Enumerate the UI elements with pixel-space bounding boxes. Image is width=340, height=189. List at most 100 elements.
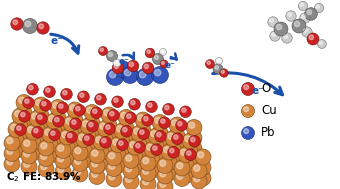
Circle shape xyxy=(89,147,105,163)
Circle shape xyxy=(93,134,109,150)
Circle shape xyxy=(198,162,204,168)
Circle shape xyxy=(143,168,149,174)
Circle shape xyxy=(161,165,177,181)
Circle shape xyxy=(182,108,186,112)
Circle shape xyxy=(118,130,134,146)
Circle shape xyxy=(97,95,101,100)
Circle shape xyxy=(78,91,89,103)
Circle shape xyxy=(83,131,89,137)
Circle shape xyxy=(23,97,34,108)
Circle shape xyxy=(25,135,41,150)
Circle shape xyxy=(305,8,317,20)
Circle shape xyxy=(160,171,166,177)
Circle shape xyxy=(148,149,164,165)
Circle shape xyxy=(145,48,155,58)
Text: e⁻: e⁻ xyxy=(252,86,264,96)
Circle shape xyxy=(302,15,306,19)
Circle shape xyxy=(114,144,130,160)
Circle shape xyxy=(172,120,178,126)
Circle shape xyxy=(189,143,195,149)
Circle shape xyxy=(110,157,126,174)
Circle shape xyxy=(28,148,34,154)
Circle shape xyxy=(100,123,106,129)
Circle shape xyxy=(19,118,25,124)
Circle shape xyxy=(29,111,45,126)
Circle shape xyxy=(63,136,79,153)
Circle shape xyxy=(83,134,94,146)
Circle shape xyxy=(102,138,106,143)
Circle shape xyxy=(63,115,79,132)
Circle shape xyxy=(113,139,119,145)
Circle shape xyxy=(194,165,200,171)
Circle shape xyxy=(72,156,88,171)
Circle shape xyxy=(84,105,100,121)
Circle shape xyxy=(157,178,173,189)
Circle shape xyxy=(49,129,60,141)
Circle shape xyxy=(110,112,114,116)
Circle shape xyxy=(178,157,194,173)
Circle shape xyxy=(126,176,132,182)
Circle shape xyxy=(80,93,84,97)
Circle shape xyxy=(220,69,228,77)
Circle shape xyxy=(22,19,37,33)
Circle shape xyxy=(16,105,32,121)
Circle shape xyxy=(96,158,102,164)
Circle shape xyxy=(34,128,38,133)
Circle shape xyxy=(80,139,96,155)
Circle shape xyxy=(97,131,113,147)
Circle shape xyxy=(174,170,190,187)
Circle shape xyxy=(157,157,173,174)
Circle shape xyxy=(178,167,194,184)
Circle shape xyxy=(127,139,143,155)
Circle shape xyxy=(75,148,81,154)
Circle shape xyxy=(123,127,127,132)
Circle shape xyxy=(62,142,68,148)
Circle shape xyxy=(17,126,21,130)
Circle shape xyxy=(130,142,136,148)
Circle shape xyxy=(113,150,119,156)
Circle shape xyxy=(87,118,93,124)
Circle shape xyxy=(207,61,210,64)
Circle shape xyxy=(70,126,76,132)
Circle shape xyxy=(113,59,121,67)
Circle shape xyxy=(180,106,191,118)
Circle shape xyxy=(176,119,187,131)
Circle shape xyxy=(189,122,195,128)
Circle shape xyxy=(157,132,161,137)
Circle shape xyxy=(198,152,204,158)
Circle shape xyxy=(135,112,151,128)
Circle shape xyxy=(198,173,204,179)
Circle shape xyxy=(83,142,89,148)
Circle shape xyxy=(112,96,123,108)
Circle shape xyxy=(61,88,72,100)
Circle shape xyxy=(241,83,255,95)
Circle shape xyxy=(104,123,115,135)
Circle shape xyxy=(298,1,308,11)
Circle shape xyxy=(121,125,132,137)
Circle shape xyxy=(67,112,83,129)
Circle shape xyxy=(151,131,157,137)
Circle shape xyxy=(66,132,77,143)
Circle shape xyxy=(186,119,202,136)
Circle shape xyxy=(11,135,17,141)
Circle shape xyxy=(147,165,153,171)
Circle shape xyxy=(59,150,75,166)
Circle shape xyxy=(172,133,183,145)
Circle shape xyxy=(118,120,134,136)
Circle shape xyxy=(151,144,162,156)
Circle shape xyxy=(123,153,139,169)
Circle shape xyxy=(109,153,115,159)
Circle shape xyxy=(144,142,160,157)
Circle shape xyxy=(93,109,97,113)
Circle shape xyxy=(319,41,322,44)
Circle shape xyxy=(11,18,23,30)
Circle shape xyxy=(55,117,59,122)
Circle shape xyxy=(7,148,13,154)
Circle shape xyxy=(87,128,93,134)
Circle shape xyxy=(95,93,106,105)
Circle shape xyxy=(106,68,123,85)
Circle shape xyxy=(15,111,21,117)
Circle shape xyxy=(136,143,140,148)
Circle shape xyxy=(29,132,45,147)
Circle shape xyxy=(92,161,98,167)
